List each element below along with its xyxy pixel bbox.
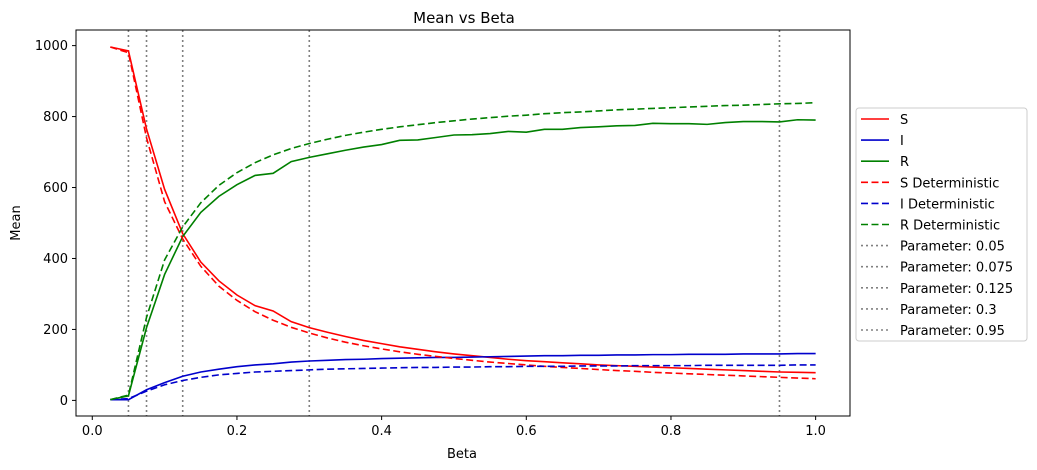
legend: SIR S Deterministic I Deterministic R Deter… (855, 107, 1028, 342)
x-tick-label: 0.6 (516, 424, 537, 439)
series-line-3 (110, 46, 816, 380)
x-tick-label: 1.0 (805, 424, 826, 439)
series-line-1 (110, 352, 816, 401)
x-axis-label: Beta (447, 447, 477, 462)
legend-label-7: Parameter: 0.075 (900, 261, 1013, 276)
plot-frame (75, 29, 851, 417)
y-tick-label: 0 (60, 394, 68, 409)
legend-box (855, 107, 1028, 342)
series-line-4 (110, 364, 816, 401)
legend-label-6: Parameter: 0.05 (900, 240, 1005, 255)
plot-area (110, 30, 816, 416)
x-axis: 0.0 0.2 0.4 0.6 0.8 1.0 (82, 416, 826, 439)
series-line-5 (110, 101, 816, 401)
legend-label-9: Parameter: 0.3 (900, 303, 997, 318)
legend-label-3: S Deterministic (900, 176, 999, 191)
x-tick-label: 0.2 (227, 424, 248, 439)
y-tick-label: 200 (43, 323, 68, 338)
y-tick-label: 600 (43, 181, 68, 196)
legend-label-1: I (900, 134, 904, 149)
y-tick-label: 1000 (35, 39, 68, 54)
y-axis-label: Mean (9, 205, 24, 240)
y-axis: 0 200 400 600 800 1000 (35, 39, 76, 409)
series-line-2 (110, 118, 816, 401)
legend-label-10: Parameter: 0.95 (900, 324, 1005, 339)
legend-label-0: S (900, 113, 908, 128)
series-line-0 (110, 46, 816, 374)
chart-title: Mean vs Beta (413, 9, 515, 27)
x-tick-label: 0.0 (82, 424, 103, 439)
legend-label-4: I Deterministic (900, 197, 995, 212)
x-tick-label: 0.4 (371, 424, 392, 439)
legend-label-8: Parameter: 0.125 (900, 282, 1013, 297)
legend-label-5: R Deterministic (900, 219, 1000, 234)
y-tick-label: 400 (43, 252, 68, 267)
y-tick-label: 800 (43, 110, 68, 125)
legend-label-2: R (900, 155, 909, 170)
x-tick-label: 0.8 (661, 424, 682, 439)
